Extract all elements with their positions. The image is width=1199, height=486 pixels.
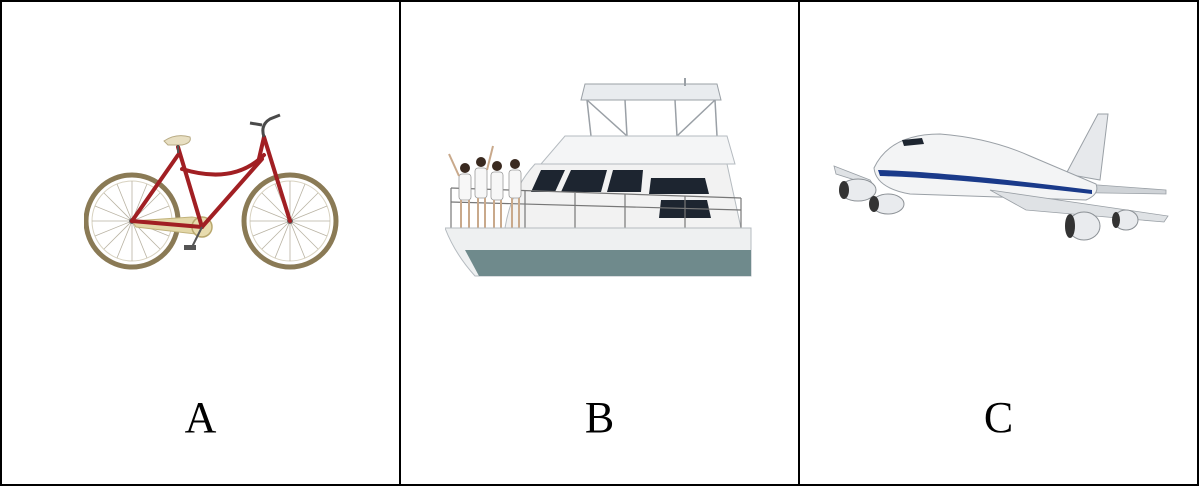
cockpit-window <box>902 138 924 146</box>
option-label: B <box>584 393 615 442</box>
handlebar <box>261 113 281 138</box>
fuselage-stripe <box>878 170 1092 194</box>
option-b-cell: B <box>401 2 800 484</box>
option-c-cell: C <box>800 2 1197 484</box>
option-label: C <box>983 393 1014 442</box>
option-a-cell: A <box>2 2 401 484</box>
airplane-image <box>833 113 1169 241</box>
people-group <box>448 145 522 228</box>
option-label: A <box>184 393 217 442</box>
bicycle-image <box>84 113 339 270</box>
yacht-image <box>445 78 752 277</box>
hull-bottom <box>465 250 751 276</box>
bicycle-frame <box>130 135 292 229</box>
seat <box>163 135 191 146</box>
bimini-top <box>580 78 722 137</box>
fuselage <box>873 133 1098 201</box>
tail-fin <box>1065 113 1109 181</box>
